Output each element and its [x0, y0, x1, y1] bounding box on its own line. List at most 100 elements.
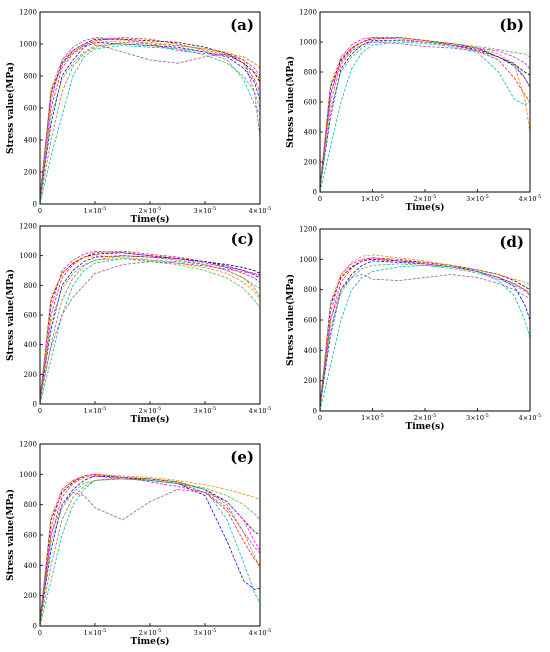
x-tick-label: 4×10-5 [249, 628, 272, 637]
y-tick-label: 400 [304, 129, 317, 137]
y-tick-label: 800 [24, 501, 37, 509]
x-tick-label: 4×10-5 [249, 406, 272, 415]
series-line-8 [40, 261, 260, 396]
y-tick-label: 1000 [299, 39, 317, 47]
y-tick-label: 800 [24, 282, 37, 290]
plot-frame [39, 225, 261, 405]
series-line-5 [40, 478, 260, 626]
y-tick-label: 0 [313, 408, 317, 416]
x-tick-label: 3×10-5 [194, 206, 217, 215]
y-tick-label: 600 [24, 105, 37, 113]
x-tick-label: 1×10-5 [361, 413, 384, 422]
x-tick-label: 1×10-5 [84, 206, 107, 215]
x-axis-title: Time(s) [406, 202, 445, 213]
x-tick-label: 2×10-5 [139, 406, 162, 415]
series-line-7 [320, 40, 530, 190]
series-line-2 [40, 37, 260, 203]
x-tick-label: 1×10-5 [84, 406, 107, 415]
series-line-3 [320, 40, 530, 188]
series-group [40, 473, 260, 626]
y-axis-title: Stress value(MPa) [5, 269, 16, 361]
x-tick-label: 2×10-5 [414, 194, 437, 203]
x-axis-title: Time(s) [131, 414, 170, 425]
y-tick-label: 200 [304, 159, 317, 167]
y-tick-label: 200 [24, 169, 37, 177]
y-tick-label: 800 [304, 69, 317, 77]
x-tick-label: 3×10-5 [466, 413, 489, 422]
x-tick-label: 4×10-5 [249, 206, 272, 215]
y-tick-label: 400 [304, 347, 317, 355]
y-tick-label: 0 [313, 189, 317, 197]
series-line-2 [320, 257, 530, 410]
series-line-6 [40, 255, 260, 399]
x-tick-label: 0 [318, 195, 322, 203]
series-line-8 [40, 489, 260, 617]
panel-label: (c) [231, 230, 254, 248]
panel-label: (d) [499, 233, 524, 251]
x-tick-label: 0 [38, 629, 42, 637]
series-line-2 [40, 475, 260, 625]
chart-d: 0 200 400 600 800 1000 1200 0 1×10-5 2×10-5 3×10-5… [285, 226, 541, 433]
series-line-7 [40, 478, 260, 624]
x-tick-label: 1×10-5 [361, 194, 384, 203]
series-line-9 [40, 255, 260, 403]
y-tick-label: 1000 [19, 41, 37, 49]
series-line-6 [40, 40, 260, 198]
y-tick-label: 1200 [19, 441, 37, 449]
series-line-2 [40, 250, 260, 403]
y-tick-label: 1200 [19, 223, 37, 231]
chart-c: 0 200 400 600 800 1000 1200 0 1×10-5 2×10-5 3×10-5… [5, 223, 271, 426]
x-tick-label: 4×10-5 [519, 194, 542, 203]
series-line-4 [320, 257, 530, 404]
series-line-1 [40, 252, 260, 402]
y-tick-label: 400 [24, 137, 37, 145]
y-tick-label: 800 [304, 286, 317, 294]
y-tick-label: 1000 [19, 471, 37, 479]
x-tick-label: 3×10-5 [194, 628, 217, 637]
series-line-3 [320, 260, 530, 407]
series-group [320, 254, 530, 411]
series-line-8 [320, 274, 530, 402]
x-tick-label: 0 [38, 407, 42, 415]
y-axis-title: Stress value(MPa) [5, 489, 16, 581]
plot-frame [319, 11, 531, 193]
series-line-4 [40, 37, 260, 197]
series-line-6 [320, 37, 530, 187]
y-tick-label: 400 [24, 341, 37, 349]
series-line-4 [40, 473, 260, 619]
series-line-9 [40, 41, 260, 203]
panel-label: (b) [499, 16, 524, 34]
y-tick-label: 1000 [299, 256, 317, 264]
x-tick-label: 0 [318, 414, 322, 422]
x-tick-label: 1×10-5 [84, 628, 107, 637]
y-tick-label: 600 [304, 99, 317, 107]
y-tick-label: 200 [304, 377, 317, 385]
x-tick-label: 4×10-5 [519, 413, 542, 422]
series-line-3 [40, 41, 260, 200]
series-line-3 [40, 255, 260, 400]
series-line-5 [320, 41, 530, 192]
series-group [40, 250, 260, 404]
series-line-6 [40, 473, 260, 620]
chart-a: 0 200 400 600 800 1000 1200 0 1×10-5 2×10-5 3×10-5… [5, 9, 271, 226]
series-line-5 [40, 45, 260, 204]
series-line-9 [40, 476, 260, 625]
series-line-7 [40, 43, 260, 201]
series-line-8 [320, 41, 530, 184]
y-tick-label: 1000 [19, 252, 37, 260]
x-tick-label: 2×10-5 [139, 206, 162, 215]
y-tick-label: 0 [33, 623, 37, 631]
series-group [320, 37, 530, 192]
y-tick-label: 1200 [299, 226, 317, 234]
series-line-6 [320, 254, 530, 405]
y-axis-title: Stress value(MPa) [5, 62, 16, 154]
panel-label: (a) [230, 16, 254, 34]
y-tick-label: 200 [24, 592, 37, 600]
plot-frame [319, 228, 531, 412]
x-tick-label: 2×10-5 [414, 413, 437, 422]
series-line-7 [320, 263, 530, 409]
chart-b: 0 200 400 600 800 1000 1200 0 1×10-5 2×10-5 3×10-5… [285, 9, 541, 214]
series-line-1 [320, 258, 530, 409]
x-axis-title: Time(s) [406, 421, 445, 432]
